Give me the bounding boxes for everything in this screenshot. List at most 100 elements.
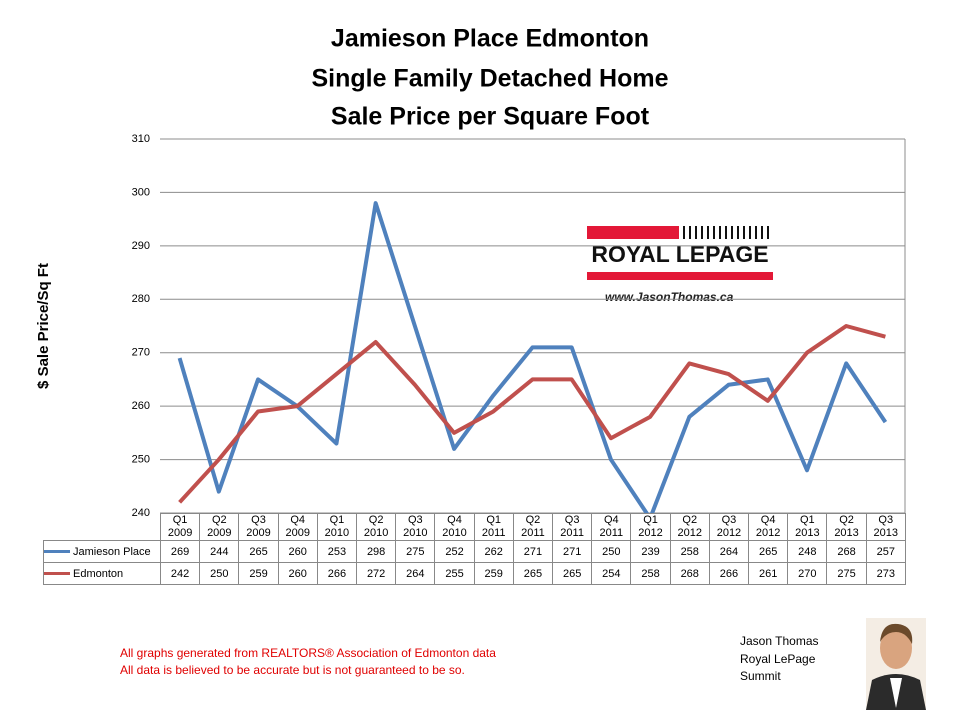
category-label: Q3 2011: [560, 514, 584, 539]
series-line: [178, 324, 886, 504]
y-tick-label: 270: [132, 347, 150, 359]
y-tick-label: 280: [132, 293, 150, 305]
table-value: 257: [865, 540, 906, 563]
table-value: 262: [473, 540, 514, 563]
plot: [177, 201, 888, 513]
data-table: Q1 2009 Q2 2009 Q3 2009 Q4 2009 Q1 2010 Q2 20…: [43, 513, 906, 585]
table-header-cell: Q3 2011: [552, 513, 593, 541]
table-value: 259: [473, 562, 514, 585]
logo-bar: [587, 226, 679, 239]
chart-title: Single Family Detached Home: [311, 65, 668, 93]
table-header-cell: Q1 2013: [787, 513, 828, 541]
table-header-cell: Q4 2009: [277, 513, 318, 541]
logo-brand: ROYAL LEPAGE: [591, 241, 768, 267]
table-header-row: Q1 2009 Q2 2009 Q3 2009 Q4 2009 Q1 2010 Q2 20…: [44, 513, 906, 541]
author: Summit: [740, 669, 781, 683]
table-value: 275: [826, 562, 867, 585]
table-value: 244: [199, 540, 240, 563]
table-value: 260: [277, 562, 318, 585]
logo-url: www.JasonThomas.ca: [605, 290, 734, 304]
table-value: 273: [865, 562, 906, 585]
table-row: Edmonton 242 250 259 260 266 272 264 255 259 265 26…: [43, 562, 906, 585]
author: Royal LePage: [740, 652, 816, 666]
legend-label: Edmonton: [73, 567, 124, 580]
category-label: Q2 2013: [834, 514, 859, 539]
table-value: 265: [512, 562, 554, 585]
table-header-cell: Q3 2009: [238, 513, 279, 541]
table-value: 270: [787, 562, 828, 585]
table-row: Jamieson Place 269 244 265 260 253 298 275 252 26…: [43, 540, 906, 563]
legend-swatch: [44, 572, 70, 576]
author: Jason Thomas: [740, 634, 819, 648]
category-label: Q2 2012: [677, 514, 702, 539]
category-label: Q4 2010: [442, 514, 467, 539]
category-label: Q3 2009: [246, 514, 271, 539]
series-line: [177, 201, 888, 513]
category-label: Q2 2011: [521, 514, 545, 539]
table-header-cell: Q1 2012: [630, 513, 671, 541]
table-header-cell: Q4 2011: [591, 513, 632, 541]
category-label: Q4 2011: [599, 514, 624, 539]
category-label: Q4 2012: [755, 514, 781, 539]
table-header-cell: Q2 2010: [356, 513, 397, 541]
legend-label: Jamieson Place: [73, 545, 151, 558]
table-value: 268: [669, 562, 710, 585]
category-label: Q3 2010: [403, 514, 428, 539]
table-value: 266: [708, 562, 750, 585]
table-value: 275: [395, 540, 436, 563]
table-value: 264: [708, 540, 750, 563]
table-header-cell: Q1 2009: [159, 513, 201, 541]
category-label: Q1 2010: [324, 514, 350, 539]
table-value: 265: [552, 562, 593, 585]
table-value: 264: [395, 562, 436, 585]
table-value: 253: [316, 540, 358, 563]
table-value: 272: [356, 562, 397, 585]
table-value: 259: [238, 562, 279, 585]
logo-bar: [587, 272, 773, 280]
table-value: 265: [238, 540, 279, 563]
y-tick-label: 310: [132, 133, 150, 145]
table-value: 248: [787, 540, 828, 563]
category-label: Q1 2011: [481, 514, 506, 539]
table-value: 268: [826, 540, 867, 563]
table-value: 258: [669, 540, 710, 563]
table-value: 269: [159, 540, 201, 563]
legend-cell: Jamieson Place: [43, 540, 161, 563]
table-header-cell: Q2 2009: [199, 513, 240, 541]
category-label: Q3 2013: [873, 514, 898, 539]
table-header-cell: Q1 2011: [473, 513, 514, 541]
legend-swatch: [44, 550, 70, 554]
footer-note: All graphs generated from REALTORS® Asso…: [120, 646, 496, 660]
y-tick-label: 300: [132, 186, 150, 198]
category-label: Q2 2010: [363, 514, 389, 539]
table-value: 252: [434, 540, 475, 563]
chart-title: Jamieson Place Edmonton: [331, 25, 649, 53]
table-value: 258: [630, 562, 671, 585]
y-tick-label: 290: [132, 240, 150, 252]
table-value: 239: [630, 540, 671, 563]
table-header-cell: Q4 2012: [748, 513, 789, 541]
chart-title: Sale Price per Square Foot: [331, 103, 650, 131]
table-value: 260: [277, 540, 318, 563]
table-header-cell: Q2 2013: [826, 513, 867, 541]
logo: ROYAL LEPAGE www.JasonThomas.ca: [587, 226, 773, 304]
portrait: [866, 618, 926, 710]
table-header-cell: Q3 2013: [865, 513, 906, 541]
table-value: 271: [512, 540, 554, 563]
table-value: 254: [591, 562, 632, 585]
category-label: Q4 2009: [285, 514, 310, 539]
legend-cell: Edmonton: [43, 562, 161, 585]
table-value: 261: [748, 562, 789, 585]
table-value: 255: [434, 562, 475, 585]
category-label: Q3 2012: [716, 514, 742, 539]
category-label: Q1 2012: [638, 514, 663, 539]
table-header-cell: Q2 2012: [669, 513, 710, 541]
table-value: 250: [199, 562, 240, 585]
table-header-cell: Q2 2011: [512, 513, 554, 541]
table-value: 265: [748, 540, 789, 563]
table-value: 266: [316, 562, 358, 585]
table-header-cell: Q3 2012: [708, 513, 750, 541]
category-label: Q1 2013: [795, 514, 820, 539]
